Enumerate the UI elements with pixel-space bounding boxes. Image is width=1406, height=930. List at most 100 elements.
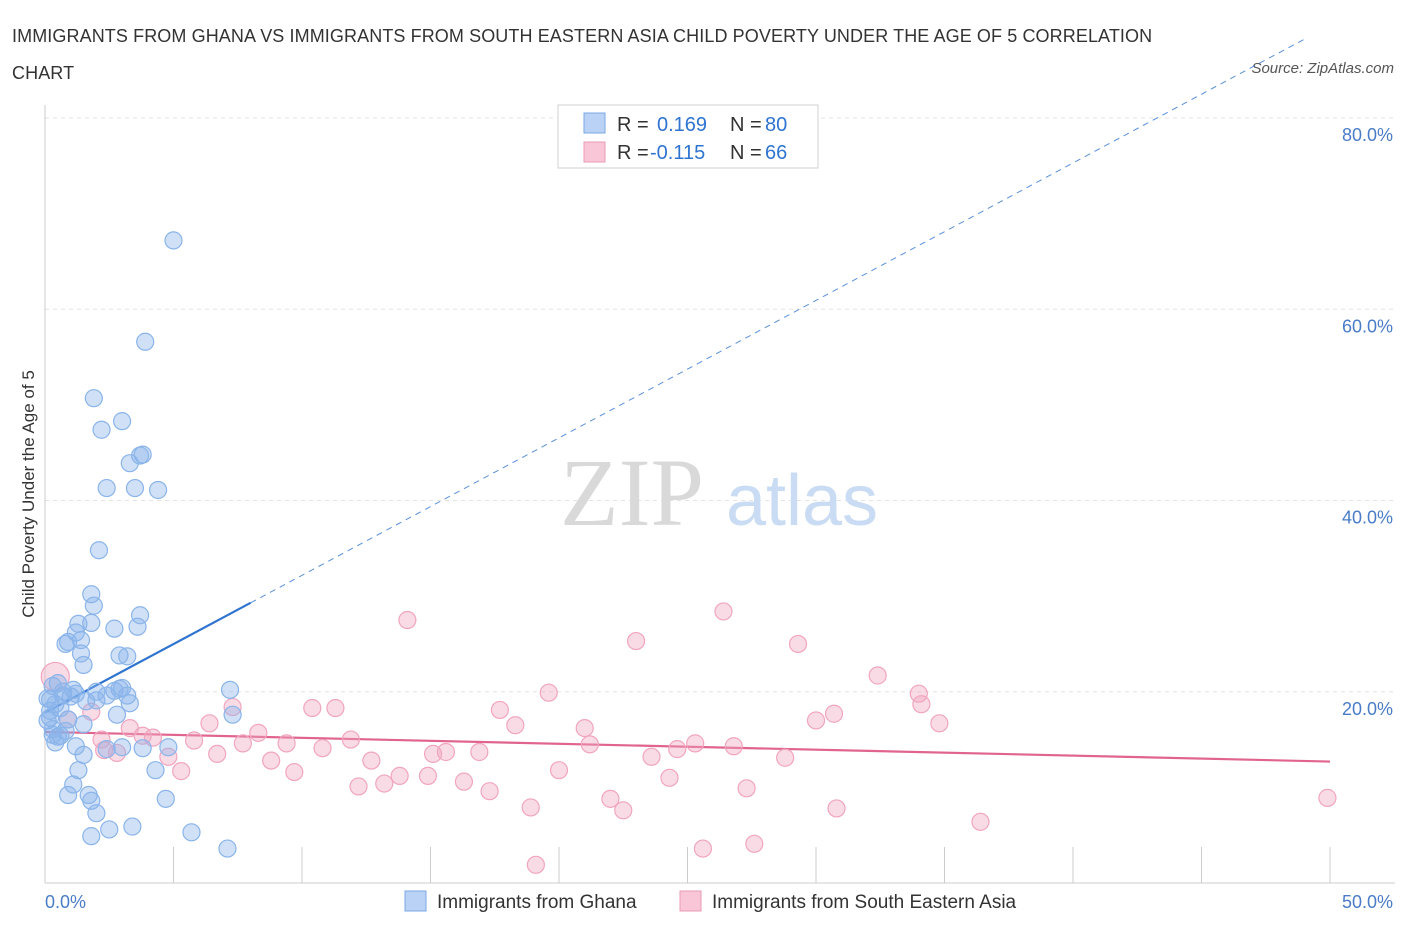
sea-point [693, 839, 713, 858]
ghana-point [112, 412, 132, 431]
sea-point [971, 812, 990, 831]
legend-r-value-2: -0.115 [650, 142, 705, 164]
y-tick-label: 40.0% [1342, 508, 1393, 528]
ghana-point [125, 478, 145, 498]
ghana-point [123, 817, 142, 836]
sea-point [1318, 788, 1337, 807]
ghana-point [82, 585, 101, 604]
legend-swatch-sea [583, 141, 606, 163]
watermark-atlas: atlas [726, 461, 878, 541]
bottom-legend-ghana: Immigrants from Ghana [437, 892, 637, 913]
sea-point [549, 761, 569, 780]
series-legend: Immigrants from Ghana Immigrants from So… [404, 890, 1017, 913]
tick-labels: 20.0% 40.0% 60.0% 80.0% 0.0% 50.0% [45, 125, 1393, 912]
sea-point [285, 762, 304, 782]
sea-point [827, 799, 846, 818]
watermark: ZIP atlas [560, 439, 878, 546]
sea-point [575, 718, 594, 738]
ghana-point [112, 738, 132, 757]
sea-point [233, 734, 252, 753]
y-axis-title: Child Poverty Under the Age of 5 [19, 370, 38, 618]
sea-point [184, 731, 204, 750]
legend-r-label-2: R = [617, 142, 649, 164]
sea-point [362, 751, 381, 770]
legend-r-value-1: 0.169 [657, 114, 707, 136]
sea-point [470, 742, 489, 762]
ghana-point [53, 686, 73, 705]
y-tick-label: 20.0% [1342, 699, 1393, 719]
sea-point [724, 737, 743, 756]
ghana-point [84, 389, 103, 408]
ghana-point [89, 541, 109, 560]
ghana-point [118, 647, 137, 666]
ghana-point [120, 454, 139, 473]
sea-point [930, 714, 949, 733]
sea-point [788, 634, 808, 654]
ghana-point [97, 478, 116, 498]
ghana-point [82, 827, 101, 846]
data-points [38, 231, 1337, 874]
sea-point [172, 762, 191, 781]
ghana-point [156, 789, 175, 808]
sea-point [418, 766, 438, 786]
correlation-legend: R = 0.169 N = 80 R = -0.115 N = 66 [557, 104, 819, 169]
sea-point [868, 666, 887, 685]
ghana-point [146, 761, 165, 780]
chart-title: IMMIGRANTS FROM GHANA VS IMMIGRANTS FROM… [12, 26, 1153, 83]
sea-point [824, 704, 844, 723]
sea-point [326, 698, 345, 718]
ghana-point [69, 761, 88, 780]
sea-point [909, 684, 928, 703]
ghana-point [43, 725, 62, 744]
ghana-point [148, 480, 168, 500]
sea-point [601, 789, 620, 808]
sea-point [313, 739, 332, 758]
ghana-point [159, 738, 178, 757]
ghana-point [128, 617, 147, 636]
sea-point [303, 698, 322, 718]
sea-point [249, 723, 268, 742]
bottom-legend-sea: Immigrants from South Eastern Asia [712, 892, 1017, 913]
ghana-point [74, 715, 93, 734]
sea-point [454, 772, 474, 791]
ghana-point [59, 710, 78, 729]
sea-point [686, 734, 705, 753]
sea-point [714, 602, 733, 621]
y-tick-label: 80.0% [1342, 125, 1393, 145]
sea-point [490, 700, 509, 720]
sea-point [375, 774, 394, 793]
sea-point [626, 631, 646, 651]
ghana-point [64, 775, 83, 794]
sea-point [436, 742, 456, 762]
sea-point [349, 777, 368, 796]
sea-point [737, 779, 756, 798]
sea-point [614, 801, 633, 820]
ghana-trend-extension [250, 38, 1305, 604]
ghana-point [110, 646, 129, 665]
sea-point [580, 735, 599, 754]
ghana-point [130, 606, 150, 625]
sea-point [341, 730, 360, 749]
legend-n-label-2: N = [730, 142, 762, 164]
bottom-legend-swatch-sea [679, 890, 702, 912]
sea-point [745, 834, 764, 853]
sea-point [526, 855, 545, 874]
watermark-zip: ZIP [560, 439, 704, 546]
ghana-point [105, 619, 124, 638]
ghana-point [133, 739, 152, 758]
ghana-point [105, 681, 124, 700]
ghana-point [59, 785, 78, 805]
legend-swatch-ghana [583, 112, 606, 134]
ghana-point [136, 332, 155, 351]
sea-point [506, 716, 525, 735]
sea-point [159, 747, 178, 766]
ghana-point [69, 614, 88, 633]
ghana-point [130, 446, 150, 465]
legend-n-value-1: 80 [765, 114, 787, 136]
legend-n-value-2: 66 [765, 142, 787, 164]
sea-point [262, 751, 281, 770]
sea-point [642, 747, 661, 766]
sea-point [776, 748, 795, 767]
ghana-point [218, 839, 237, 858]
